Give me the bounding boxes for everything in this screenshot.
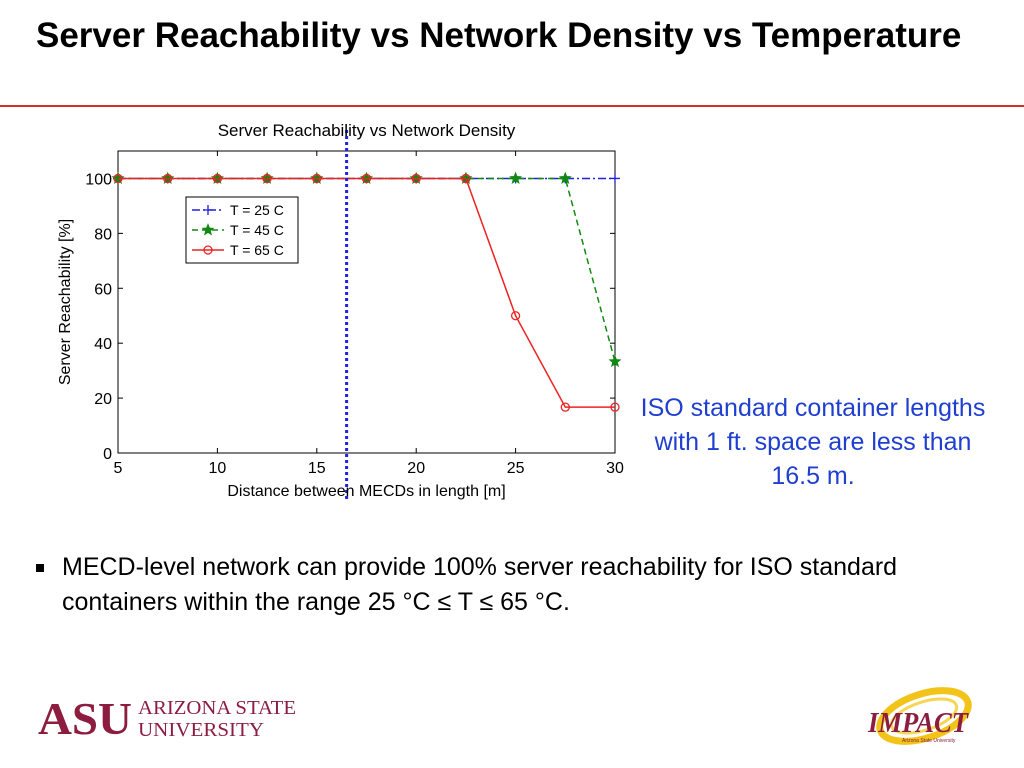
chart-title: Server Reachability vs Network Density bbox=[218, 121, 516, 140]
legend-label-2: T = 45 C bbox=[230, 222, 284, 238]
x-tick-label: 10 bbox=[209, 460, 227, 477]
bullet-marker bbox=[36, 564, 44, 572]
series-3-point bbox=[262, 173, 272, 184]
legend-label-3: T = 65 C bbox=[230, 242, 284, 258]
series-3-point bbox=[361, 173, 372, 184]
impact-logo-name: IMPACT bbox=[867, 708, 970, 739]
series-3-point bbox=[560, 402, 570, 412]
legend-label-1: T = 25 C bbox=[230, 202, 284, 218]
x-tick-label: 20 bbox=[407, 460, 425, 477]
x-axis-label: Distance between MECDs in length [m] bbox=[227, 483, 505, 500]
x-tick-label: 25 bbox=[507, 460, 525, 477]
y-tick-label: 100 bbox=[85, 171, 112, 188]
legend-marker-1 bbox=[203, 205, 213, 215]
y-tick-label: 0 bbox=[103, 446, 112, 463]
y-tick-label: 20 bbox=[94, 391, 112, 408]
impact-logo: IMPACT Arizona State University bbox=[862, 684, 974, 756]
y-tick-label: 80 bbox=[94, 226, 112, 243]
series-3-point bbox=[411, 173, 421, 184]
plot-area bbox=[117, 150, 616, 454]
x-tick-label: 15 bbox=[308, 460, 326, 477]
reachability-chart: 5 10 15 20 25 30 0 20 40 60 80 100 T = 25 C T = 45 C T… bbox=[57, 121, 624, 500]
series-2-point bbox=[558, 171, 572, 184]
x-tick-label: 5 bbox=[114, 460, 123, 477]
bullet-text: MECD-level network can provide 100% serv… bbox=[62, 553, 898, 616]
legend-marker-2 bbox=[201, 223, 215, 236]
series-3-point bbox=[510, 311, 521, 321]
asu-logo-name-line2: UNIVERSITY bbox=[138, 719, 264, 740]
iso-callout: ISO standard container lengths with 1 ft… bbox=[640, 394, 986, 490]
series-1-point bbox=[610, 173, 620, 184]
asu-logo-name-line1: ARIZONA STATE bbox=[138, 697, 296, 719]
series-3-point bbox=[113, 173, 123, 184]
series-3-point bbox=[163, 173, 173, 184]
series-2-point bbox=[608, 354, 622, 368]
series-3-point bbox=[212, 173, 223, 184]
series-3-point bbox=[610, 402, 620, 412]
asu-logo: ASU ARIZONA STATE UNIVERSITY bbox=[38, 692, 300, 744]
y-tick-label: 40 bbox=[94, 336, 112, 353]
y-tick-label: 60 bbox=[94, 281, 112, 298]
series-3-point bbox=[461, 173, 471, 184]
y-axis-label: Server Reachability [%] bbox=[57, 219, 74, 385]
series-2-point bbox=[509, 171, 523, 184]
impact-logo-sub: Arizona State University bbox=[902, 738, 956, 744]
legend-marker-3 bbox=[203, 245, 213, 255]
asu-logo-mark: ASU bbox=[38, 693, 132, 740]
title-divider bbox=[0, 105, 1024, 107]
chart-container: 5 10 15 20 25 30 0 20 40 60 80 100 T = 25 C T = 45 C T… bbox=[40, 112, 640, 507]
x-tick-label: 30 bbox=[606, 460, 624, 477]
series-3-point bbox=[312, 173, 322, 184]
slide-title: Server Reachability vs Network Density v… bbox=[36, 16, 962, 55]
series-line-3 bbox=[118, 177, 615, 408]
